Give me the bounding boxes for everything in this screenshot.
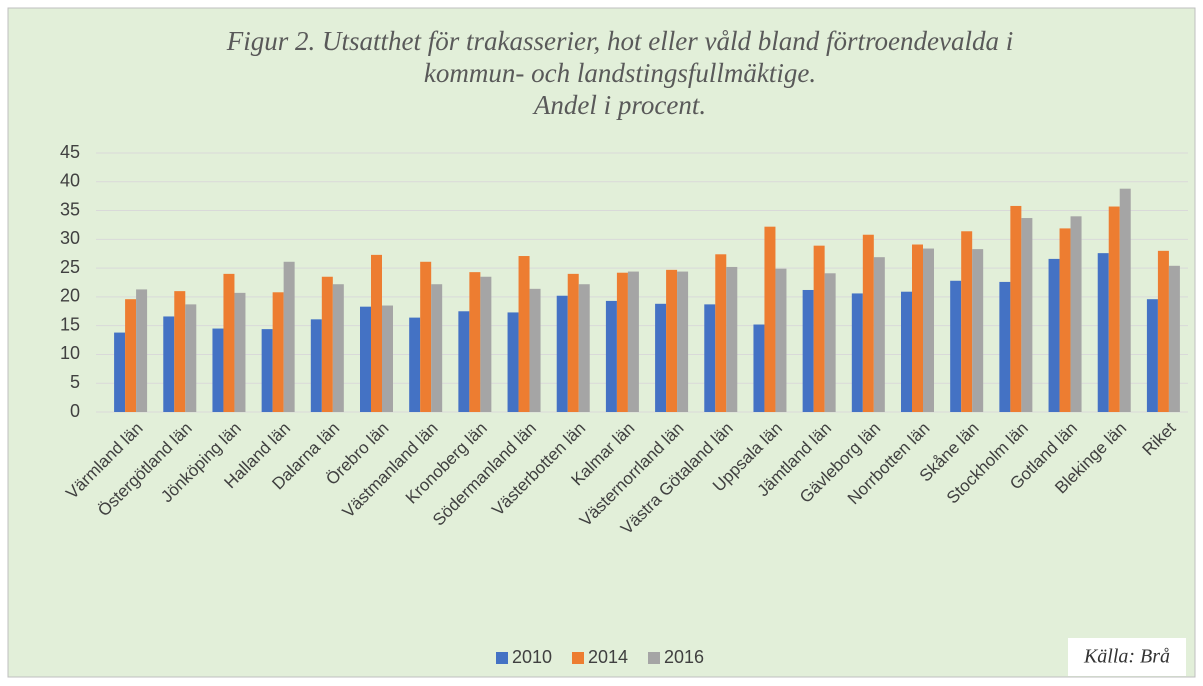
bar <box>272 292 284 412</box>
legend-swatch <box>648 652 660 664</box>
bar <box>1021 218 1033 412</box>
bar <box>174 291 186 412</box>
bar <box>360 306 371 412</box>
bar <box>529 288 541 412</box>
bar <box>972 249 984 412</box>
bar <box>163 316 175 412</box>
y-tick-label: 5 <box>70 372 80 392</box>
bar <box>666 269 678 412</box>
chart-title: Andel i procent. <box>532 90 706 120</box>
bar <box>862 234 874 412</box>
bar <box>851 293 863 412</box>
y-tick-label: 20 <box>60 286 80 306</box>
bar <box>223 273 235 412</box>
bar <box>321 276 333 412</box>
legend-swatch <box>572 652 584 664</box>
bar <box>567 273 579 412</box>
bar <box>950 280 962 412</box>
bar <box>627 271 639 412</box>
bar <box>704 304 716 412</box>
bar <box>1119 188 1131 412</box>
bar <box>726 266 738 412</box>
bar <box>961 231 973 412</box>
bar <box>1108 206 1120 412</box>
bar <box>310 319 322 412</box>
legend-label: 2010 <box>512 647 552 667</box>
bar <box>901 291 912 412</box>
y-tick-label: 15 <box>60 314 80 334</box>
bar <box>775 268 787 412</box>
bar <box>655 303 667 412</box>
bar <box>136 289 148 412</box>
bar <box>382 305 393 412</box>
y-tick-label: 10 <box>60 343 80 363</box>
bar <box>912 244 923 412</box>
y-tick-label: 35 <box>60 199 80 219</box>
source-box <box>1068 638 1186 676</box>
legend-label: 2014 <box>588 647 628 667</box>
bar <box>715 254 727 412</box>
bar <box>753 324 765 412</box>
bar <box>605 300 617 412</box>
bar <box>1048 258 1060 412</box>
bar <box>677 271 689 412</box>
bar <box>824 273 836 412</box>
bar <box>125 299 137 412</box>
bar <box>1168 265 1180 412</box>
y-tick-label: 30 <box>60 228 80 248</box>
chart-title: Figur 2. Utsatthet för trakasserier, hot… <box>226 26 1013 56</box>
bar <box>616 272 628 412</box>
bar <box>1157 250 1169 412</box>
bar <box>1059 228 1071 412</box>
bar <box>923 248 934 412</box>
bar <box>371 254 382 412</box>
bar <box>409 317 421 412</box>
bar <box>764 226 776 412</box>
bar <box>873 257 885 412</box>
bar <box>1010 205 1022 412</box>
bar <box>1097 253 1109 412</box>
chart-title: kommun- och landstingsfullmäktige. <box>424 58 816 88</box>
y-tick-label: 40 <box>60 171 80 191</box>
bar <box>999 281 1011 412</box>
bar <box>431 284 443 412</box>
bar <box>507 312 519 412</box>
bar <box>420 261 432 412</box>
bar <box>480 276 492 412</box>
bar <box>458 311 470 412</box>
bar <box>185 304 197 412</box>
bar <box>518 256 530 412</box>
bar <box>332 284 344 412</box>
bar <box>578 284 590 412</box>
bar <box>114 332 126 412</box>
bar <box>261 329 273 412</box>
bar <box>469 272 481 412</box>
bar <box>283 261 295 412</box>
legend-swatch <box>496 652 508 664</box>
bar <box>802 289 814 412</box>
y-tick-label: 25 <box>60 257 80 277</box>
bar <box>1070 216 1082 412</box>
y-tick-label: 45 <box>60 142 80 162</box>
bar <box>212 328 224 412</box>
bar <box>556 295 568 412</box>
chart-background <box>7 7 1196 678</box>
bar <box>813 245 825 412</box>
source: Källa: Brå <box>1083 646 1170 668</box>
bar <box>234 292 246 412</box>
bar <box>1146 299 1158 412</box>
legend-label: 2016 <box>664 647 704 667</box>
y-tick-label: 0 <box>70 401 80 421</box>
